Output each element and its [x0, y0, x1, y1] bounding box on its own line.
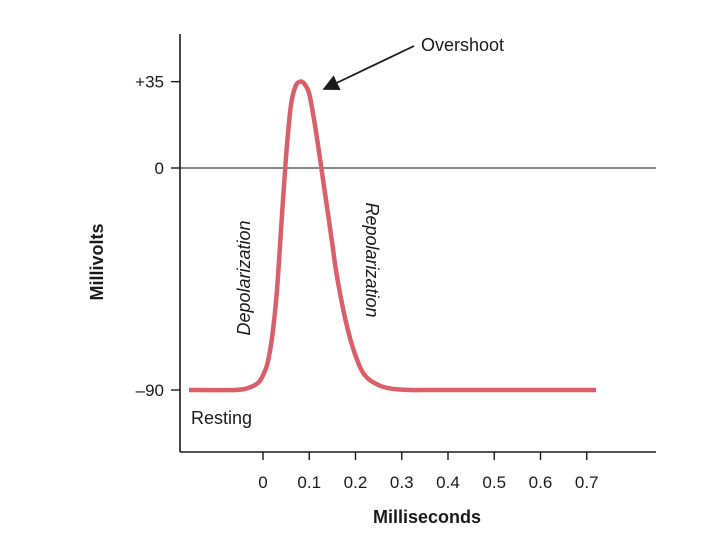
y-tick-label: 0: [155, 159, 164, 178]
y-tick-label: +35: [135, 73, 164, 92]
overshoot-arrow: [322, 45, 415, 91]
x-tick-label: 0.2: [344, 473, 368, 492]
resting-label: Resting: [191, 408, 252, 428]
x-axis-ticks: 0 0.1 0.2 0.3 0.4 0.5 0.6 0.7: [258, 452, 599, 492]
x-axis-title: Milliseconds: [373, 507, 481, 527]
x-tick-label: 0.1: [297, 473, 321, 492]
depolarization-label: Depolarization: [234, 220, 254, 335]
y-tick-label: –90: [136, 381, 164, 400]
overshoot-label: Overshoot: [421, 35, 504, 55]
action-potential-curve: [188, 79, 596, 393]
x-tick-label: 0.7: [575, 473, 599, 492]
x-tick-label: 0.5: [482, 473, 506, 492]
y-axis-ticks: +35 0 –90: [135, 73, 180, 400]
x-tick-label: 0: [258, 473, 267, 492]
x-tick-label: 0.6: [529, 473, 553, 492]
y-axis-title: Millivolts: [87, 223, 107, 300]
x-tick-label: 0.4: [436, 473, 460, 492]
repolarization-label: Repolarization: [362, 202, 382, 317]
x-tick-label: 0.3: [390, 473, 414, 492]
